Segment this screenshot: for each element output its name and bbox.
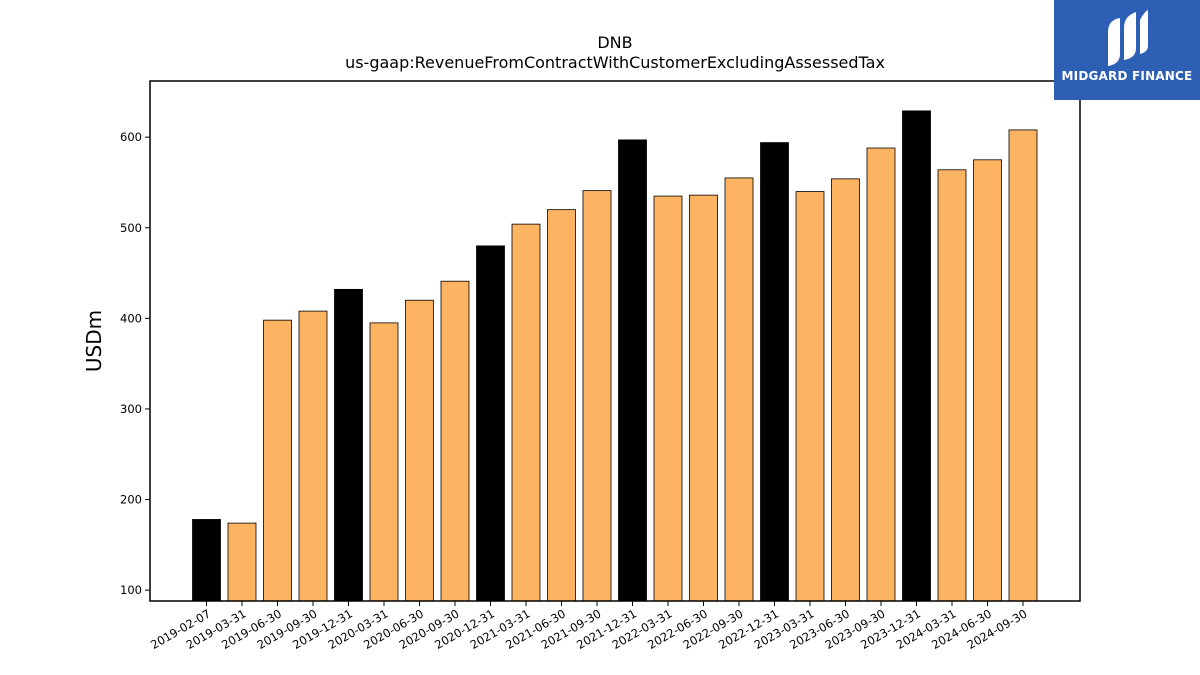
bar-2023-12-31 <box>902 110 931 602</box>
bar-2024-03-31 <box>937 169 967 602</box>
chart-subtitle: us-gaap:RevenueFromContractWithCustomerE… <box>345 53 885 72</box>
y-axis-label: USDm <box>82 310 106 372</box>
bar-2020-06-30 <box>405 299 434 602</box>
brand-logo-text: MIDGARD FINANCE <box>1061 69 1193 83</box>
x-axis-ticks: 2019-02-072019-03-312019-06-302019-09-30… <box>148 601 1030 652</box>
bar-2023-09-30 <box>866 147 896 602</box>
plot-frame <box>149 80 1081 602</box>
y-tick-label: 100 <box>120 583 142 597</box>
bar-2024-06-30 <box>973 159 1002 602</box>
bar-2019-06-30 <box>263 319 292 602</box>
y-tick-label: 500 <box>120 221 142 235</box>
bar-2021-09-30 <box>582 190 612 602</box>
bar-2021-03-31 <box>511 223 541 602</box>
chart-title: DNB <box>597 33 632 52</box>
bar-2019-09-30 <box>298 310 328 602</box>
bar-2022-12-31 <box>760 142 789 602</box>
bar-2020-09-30 <box>440 280 470 602</box>
brand-logo-mark-icon <box>1108 10 1148 66</box>
y-tick-label: 400 <box>120 311 142 325</box>
bar-2024-09-30 <box>1008 129 1038 602</box>
y-axis-ticks: 100 200 300 400 500 600 <box>120 130 150 597</box>
brand-logo: MIDGARD FINANCE <box>1054 0 1200 100</box>
y-tick-label: 300 <box>120 402 142 416</box>
bar-2021-06-30 <box>547 209 576 602</box>
bar-2019-03-31 <box>227 522 257 602</box>
bar-2022-06-30 <box>689 194 718 602</box>
bar-2023-06-30 <box>831 178 860 602</box>
bar-2023-03-31 <box>795 191 825 602</box>
bar-2020-03-31 <box>369 322 399 602</box>
y-tick-label: 200 <box>120 493 142 507</box>
y-tick-label: 600 <box>120 130 142 144</box>
bar-2022-03-31 <box>653 195 683 602</box>
bar-2019-12-31 <box>334 288 363 602</box>
bar-2020-12-31 <box>476 245 505 602</box>
bar-2019-02-07 <box>192 519 221 602</box>
bars-group <box>192 110 1038 602</box>
bar-2021-12-31 <box>618 139 647 602</box>
bar-2022-09-30 <box>724 177 754 602</box>
